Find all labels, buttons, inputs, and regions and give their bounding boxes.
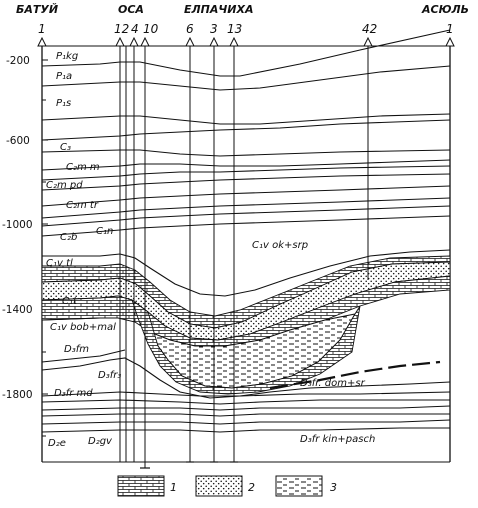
depth-tick-label: -1000: [2, 219, 33, 231]
strata-label: C₁v bob+mal: [50, 322, 116, 333]
legend-swatch-brick: [117, 475, 165, 497]
legend-label: 2: [248, 481, 255, 494]
well-number: 3: [210, 22, 218, 36]
well-number: 1: [446, 22, 454, 36]
strata-label: D₂gv: [88, 436, 113, 447]
locality-elpachikha: ЕЛПАЧИХА: [184, 3, 253, 16]
well-number: 10: [143, 22, 159, 36]
locality-batuy: БАТУЙ: [16, 3, 58, 16]
depth-ticks: [42, 59, 48, 437]
strata-label: C₂b: [60, 232, 77, 243]
strata-label: D₃fr₃: [98, 370, 121, 381]
strata-label: D₃fr md: [54, 388, 93, 399]
depth-tick-label: -1400: [2, 304, 33, 316]
locality-osa: ОСА: [118, 3, 144, 16]
strata-label: C₂m pd: [46, 180, 83, 191]
strata-label: C₃: [60, 142, 71, 153]
well-number: 1: [38, 22, 46, 36]
well-number: 12: [114, 22, 129, 36]
d3fr-dom-dashed-line: [269, 360, 441, 390]
strata-label: C₁t: [62, 296, 78, 307]
strata-label: P₁kg: [56, 51, 78, 62]
legend: 1 2 3: [117, 475, 337, 497]
locality-asyul: АСЮЛЬ: [421, 3, 469, 16]
strata-label: P₁a: [56, 71, 72, 82]
well-number: 13: [227, 22, 242, 36]
basin-brick-edge: [131, 298, 361, 395]
strata-label: D₂e: [48, 438, 66, 449]
well-number: 6: [186, 22, 194, 36]
legend-swatch-sand: [195, 475, 243, 497]
legend-label: 1: [170, 481, 177, 494]
well-markers: [37, 36, 455, 47]
strata-label: C₁v ok+srp: [252, 240, 308, 251]
well-number: 4: [131, 22, 139, 36]
well-number: 42: [362, 22, 377, 36]
strata-label: D₃fr kin+pasch: [300, 434, 375, 445]
strata-label: D₃fm: [64, 344, 89, 355]
depth-tick-label: -200: [6, 55, 30, 67]
strata-label: P₁s: [56, 98, 71, 109]
legend-label: 3: [330, 481, 337, 494]
strata-label: C₂m m: [66, 162, 100, 173]
strata-label: D₃fr. dom+sr: [300, 378, 366, 389]
legend-swatch-shale: [275, 475, 323, 497]
well-bottoms: [140, 461, 238, 469]
depth-tick-label: -1800: [2, 389, 33, 401]
strata-label: C₂m tr: [66, 200, 99, 211]
depth-tick-label: -600: [6, 135, 30, 147]
well-lines: [119, 46, 369, 468]
strata-lines: [41, 29, 451, 433]
strata-label: C₁v tl: [46, 258, 73, 269]
strata-label: C₁n: [96, 226, 113, 237]
